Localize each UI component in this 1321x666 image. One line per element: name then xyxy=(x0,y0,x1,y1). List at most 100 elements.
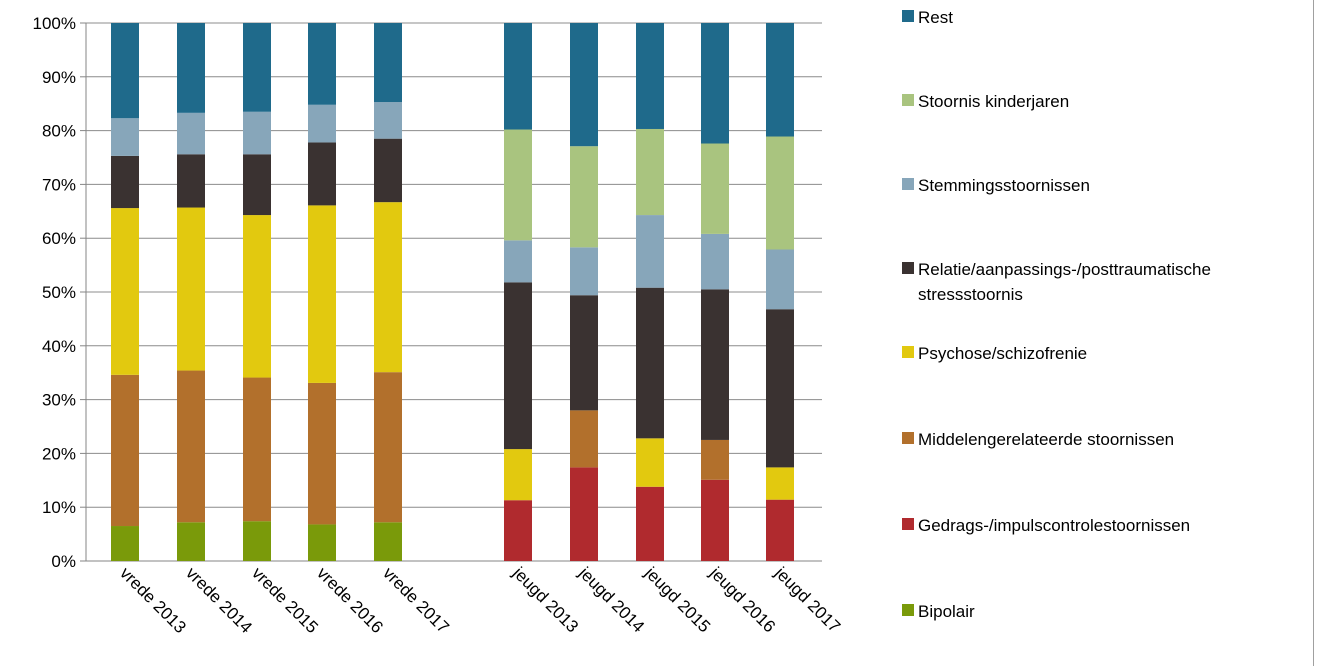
legend-label: Middelengerelateerde stoornissen xyxy=(918,430,1175,449)
legend: Rest Stoornis kinderjaren Stemmingsstoor… xyxy=(902,0,1312,666)
bar-segment xyxy=(701,479,729,561)
legend-swatch xyxy=(902,262,914,274)
y-tick-label: 0% xyxy=(51,552,76,571)
bar-segment xyxy=(308,142,336,206)
bars xyxy=(111,23,794,561)
y-tick-label: 40% xyxy=(42,337,76,356)
bar-segment xyxy=(308,23,336,105)
legend-label: Stoornis kinderjaren xyxy=(918,92,1070,111)
bar-segment xyxy=(636,438,664,487)
bar-segment xyxy=(374,102,402,139)
bar-segment xyxy=(177,154,205,208)
bar-segment xyxy=(177,23,205,113)
bar-segment xyxy=(308,104,336,143)
bar-segment xyxy=(570,146,598,248)
legend-label-line2: stressstoornis xyxy=(918,285,1023,304)
x-tick-label: vrede 2013 xyxy=(116,563,190,637)
bar-segment xyxy=(636,486,664,561)
y-axis: 0% 10% 20% 30% 40% 50% 60% 70% 80% 90% 100% xyxy=(33,14,76,571)
y-tick-label: 70% xyxy=(42,175,76,194)
bar-segment xyxy=(570,410,598,468)
legend-label: Rest xyxy=(918,8,953,27)
bar-segment xyxy=(504,129,532,241)
legend-item-bipolair: Bipolair xyxy=(902,600,1318,624)
legend-label: Gedrags-/impulscontrolestoornissen xyxy=(918,516,1191,535)
legend-item-psychose-schizofrenie: Psychose/schizofrenie xyxy=(902,342,1318,366)
bar-segment xyxy=(636,128,664,216)
right-border xyxy=(1313,0,1314,666)
legend-swatch xyxy=(902,178,914,190)
bar-segment xyxy=(701,289,729,440)
bar-segment xyxy=(243,111,271,155)
x-tick-label: vrede 2014 xyxy=(182,563,256,637)
x-tick-label: jeugd 2016 xyxy=(705,563,779,637)
bar-segment xyxy=(701,143,729,234)
bar-segment xyxy=(570,23,598,147)
bar-segment xyxy=(243,521,271,561)
bar-segment xyxy=(766,309,794,468)
bar-segment xyxy=(177,112,205,155)
bar-segment xyxy=(504,23,532,130)
legend-item-middelengerelateerde: Middelengerelateerde stoornissen xyxy=(902,428,1318,452)
y-tick-label: 50% xyxy=(42,283,76,302)
y-tick-label: 90% xyxy=(42,68,76,87)
bar-segment xyxy=(111,208,139,375)
stacked-bar-chart: 0% 10% 20% 30% 40% 50% 60% 70% 80% 90% 100% vrede … xyxy=(33,14,845,637)
legend-label-line1: Relatie/aanpassings-/posttraumatische xyxy=(918,260,1211,279)
legend-item-stemmingsstoornissen: Stemmingsstoornissen xyxy=(902,174,1318,198)
x-tick-label: jeugd 2013 xyxy=(508,563,582,637)
y-tick-label: 80% xyxy=(42,122,76,141)
legend-swatch xyxy=(902,10,914,22)
bar-segment xyxy=(111,155,139,209)
bar-segment xyxy=(636,215,664,288)
legend-item-gedrags-impulscontrole: Gedrags-/impulscontrolestoornissen xyxy=(902,514,1318,538)
legend-item-rest: Rest xyxy=(902,6,1318,30)
legend-label: Bipolair xyxy=(918,602,975,621)
bar-segment xyxy=(111,118,139,156)
bar-segment xyxy=(504,449,532,501)
bar-segment xyxy=(766,136,794,250)
bar-segment xyxy=(243,215,271,378)
bar-segment xyxy=(504,282,532,450)
bar-segment xyxy=(374,522,402,561)
bar-segment xyxy=(570,467,598,561)
bar-segment xyxy=(374,138,402,203)
bar-segment xyxy=(243,23,271,112)
legend-label: Psychose/schizofrenie xyxy=(918,344,1088,363)
bar-segment xyxy=(177,370,205,523)
legend-swatch xyxy=(902,604,914,616)
bar-segment xyxy=(111,374,139,527)
x-tick-label: vrede 2015 xyxy=(248,563,322,637)
legend-item-stoornis-kinderjaren: Stoornis kinderjaren xyxy=(902,90,1318,114)
bar-segment xyxy=(308,205,336,383)
bar-segment xyxy=(374,202,402,373)
y-tick-label: 30% xyxy=(42,391,76,410)
legend-label: Stemmingsstoornissen xyxy=(918,176,1090,195)
bar-segment xyxy=(766,467,794,500)
x-tick-label: jeugd 2014 xyxy=(574,563,648,637)
bar-segment xyxy=(374,23,402,103)
legend-swatch xyxy=(902,346,914,358)
bar-segment xyxy=(766,499,794,561)
bar-segment xyxy=(701,233,729,290)
bar-segment xyxy=(243,154,271,216)
bar-segment xyxy=(766,249,794,310)
bar-segment xyxy=(570,247,598,296)
bar-segment xyxy=(504,240,532,283)
legend-item-relatie-stressstoornis: Relatie/aanpassings-/posttraumatische st… xyxy=(902,258,1318,307)
bar-segment xyxy=(308,524,336,561)
x-tick-label: vrede 2017 xyxy=(379,563,453,637)
bar-segment xyxy=(701,23,729,144)
gridlines xyxy=(80,22,822,562)
x-tick-label: jeugd 2015 xyxy=(640,563,714,637)
y-tick-label: 10% xyxy=(42,498,76,517)
bar-segment xyxy=(766,23,794,137)
bar-segment xyxy=(636,23,664,129)
legend-label: Relatie/aanpassings-/posttraumatische st… xyxy=(918,257,1318,307)
bar-segment xyxy=(177,207,205,371)
legend-swatch xyxy=(902,432,914,444)
bar-segment xyxy=(111,23,139,119)
y-tick-label: 60% xyxy=(42,229,76,248)
y-tick-label: 20% xyxy=(42,444,76,463)
